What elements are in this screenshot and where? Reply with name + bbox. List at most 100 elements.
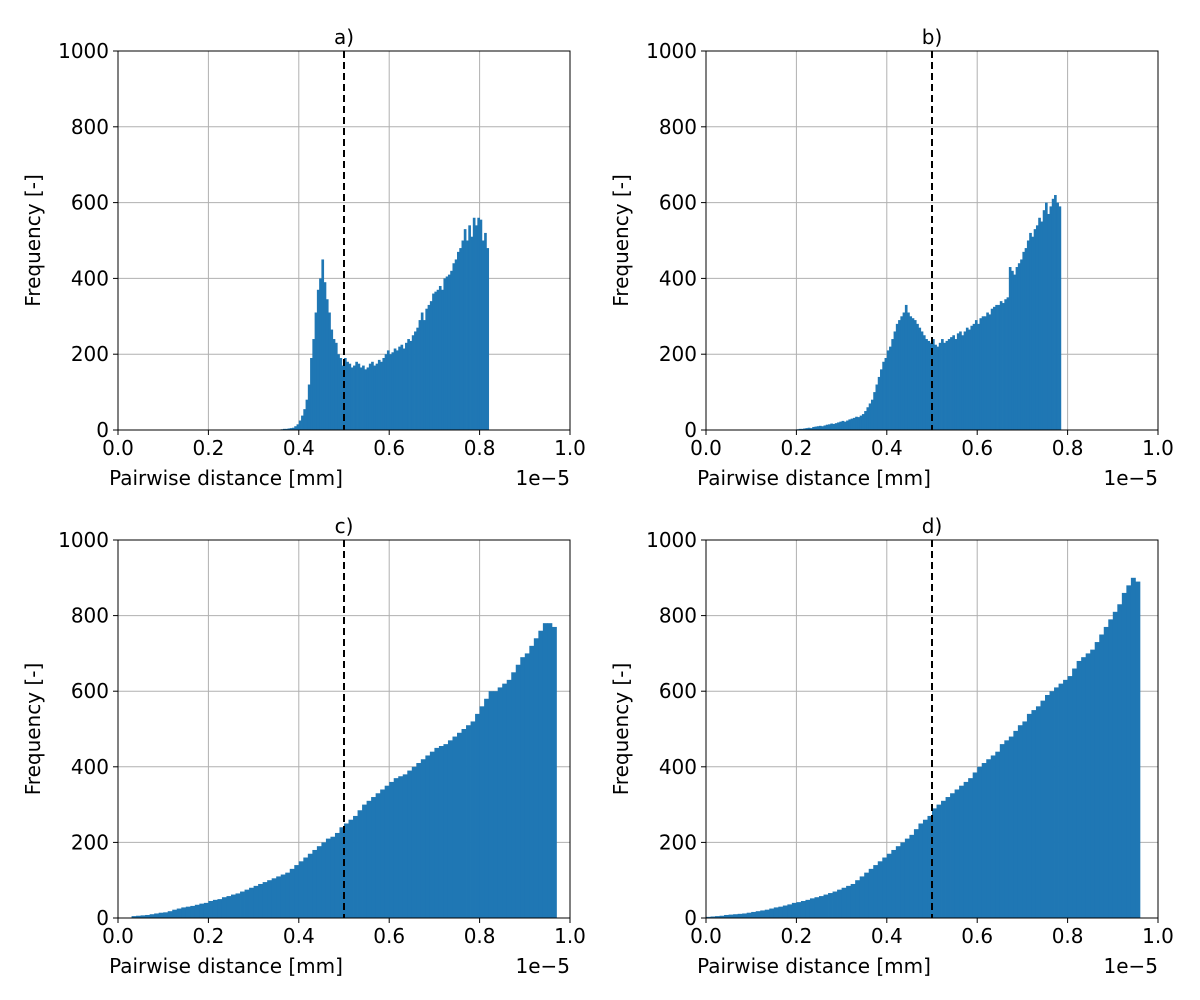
histogram-bar bbox=[870, 399, 874, 430]
subplot-c: 0.0 0.2 0.4 0.6 0.8 1.0 0 200 400 600 800 1000 c) Pai… bbox=[21, 514, 586, 978]
histogram-bar bbox=[258, 883, 264, 918]
histogram-bar bbox=[1085, 653, 1091, 918]
histogram-bar bbox=[1103, 626, 1109, 918]
histogram-bar bbox=[1031, 710, 1037, 918]
histogram-bar bbox=[289, 868, 295, 918]
histogram-bar bbox=[328, 312, 331, 430]
histogram-bar bbox=[932, 339, 935, 430]
histogram-bar bbox=[807, 427, 811, 430]
x-tick-label: 0.4 bbox=[283, 436, 315, 460]
histogram-bar bbox=[972, 772, 978, 918]
x-tick-label: 0.6 bbox=[961, 924, 993, 948]
histogram-bar bbox=[163, 912, 169, 918]
x-tick-label: 1.0 bbox=[1142, 436, 1174, 460]
histogram-bar bbox=[839, 421, 842, 430]
histogram-bar bbox=[316, 846, 322, 918]
histogram-bar bbox=[459, 248, 462, 430]
axes-frame bbox=[117, 539, 571, 919]
histogram-bar bbox=[1135, 581, 1141, 918]
histogram-bar bbox=[346, 361, 349, 430]
histogram-bar bbox=[796, 902, 802, 918]
histogram-bar bbox=[267, 880, 273, 918]
histogram-bar bbox=[244, 889, 250, 918]
histogram-bar bbox=[1040, 221, 1044, 430]
histogram-bar bbox=[889, 346, 892, 430]
histogram-bar bbox=[1099, 634, 1105, 918]
y-tick-label: 600 bbox=[659, 679, 697, 703]
histogram-bar bbox=[1029, 232, 1032, 430]
histogram-bar bbox=[432, 293, 435, 430]
histogram-bar bbox=[972, 323, 976, 430]
histogram-bar bbox=[310, 357, 313, 430]
x-tick-label: 0.2 bbox=[192, 924, 224, 948]
histogram-bar bbox=[407, 770, 413, 918]
histogram-bar bbox=[305, 399, 309, 430]
histogram-bar bbox=[362, 804, 367, 918]
histogram-bar bbox=[742, 913, 748, 918]
histogram-bar bbox=[533, 638, 539, 918]
histogram-bar bbox=[950, 337, 953, 430]
y-axis-label: Frequency [-] bbox=[21, 174, 45, 307]
subplot-d: 0.0 0.2 0.4 0.6 0.8 1.0 0 200 400 600 800 1000 d) Pai… bbox=[609, 514, 1174, 978]
histogram-bar bbox=[916, 323, 919, 430]
histogram-bar bbox=[479, 219, 483, 430]
histogram-bar bbox=[828, 893, 833, 918]
histogram-bar bbox=[190, 905, 196, 918]
histogram-bar bbox=[362, 365, 365, 430]
histogram-bar bbox=[334, 832, 340, 918]
histogram-bar bbox=[316, 289, 320, 430]
histogram-bar bbox=[366, 367, 370, 430]
histogram-bar bbox=[1002, 303, 1005, 430]
histogram-bar bbox=[368, 363, 372, 430]
histogram-bar bbox=[416, 763, 422, 918]
histogram-bar bbox=[172, 909, 178, 918]
histogram-bar bbox=[325, 838, 331, 918]
histogram-bar bbox=[841, 887, 847, 918]
histogram-bar bbox=[857, 417, 861, 430]
histogram-bar bbox=[925, 339, 928, 430]
x-offset-text: 1e−5 bbox=[515, 954, 570, 978]
histogram-bar bbox=[402, 774, 408, 918]
x-offset-text: 1e−5 bbox=[1103, 466, 1158, 490]
histogram-bar bbox=[907, 312, 910, 430]
histogram-bar bbox=[411, 766, 417, 918]
histogram-bar bbox=[886, 853, 892, 918]
y-tick-label: 800 bbox=[71, 115, 109, 139]
histogram-bar bbox=[262, 882, 268, 918]
y-tick-label: 600 bbox=[71, 679, 109, 703]
histogram-bar bbox=[441, 289, 444, 430]
histogram-bar bbox=[909, 834, 915, 918]
histogram-bar bbox=[1015, 267, 1019, 430]
x-tick-label: 0.2 bbox=[780, 924, 812, 948]
histogram-bar bbox=[429, 301, 433, 430]
histogram-bar bbox=[221, 897, 227, 918]
histogram-bar bbox=[359, 367, 363, 430]
histogram-bar bbox=[470, 721, 476, 918]
histogram-bar bbox=[918, 823, 924, 918]
y-tick-label: 200 bbox=[659, 342, 697, 366]
histogram-bar bbox=[1117, 604, 1123, 918]
x-tick-label: 0.2 bbox=[192, 436, 224, 460]
histogram-bar bbox=[746, 912, 752, 918]
histogram-bar bbox=[298, 861, 304, 918]
histogram-bar bbox=[447, 274, 451, 430]
histogram-bar bbox=[226, 896, 232, 918]
x-tick-label: 0.6 bbox=[961, 436, 993, 460]
histogram-bar bbox=[253, 885, 259, 918]
x-tick-label: 0.8 bbox=[464, 436, 496, 460]
histogram-bar bbox=[436, 289, 440, 430]
histogram-bar bbox=[457, 251, 460, 430]
histogram-bar bbox=[812, 426, 815, 430]
histogram-bar bbox=[1047, 213, 1050, 430]
histogram-bar bbox=[497, 687, 503, 918]
x-tick-label: 0.2 bbox=[780, 436, 812, 460]
histogram-bar bbox=[461, 240, 465, 430]
histogram-bar bbox=[167, 911, 173, 918]
histogram-bar bbox=[398, 776, 404, 918]
histogram-bar bbox=[1049, 206, 1053, 430]
histogram-bar bbox=[823, 894, 829, 918]
histogram-bar bbox=[1008, 267, 1012, 430]
histogram-bar bbox=[895, 323, 899, 430]
histogram-bar bbox=[240, 891, 245, 918]
histogram-bar bbox=[791, 902, 797, 918]
